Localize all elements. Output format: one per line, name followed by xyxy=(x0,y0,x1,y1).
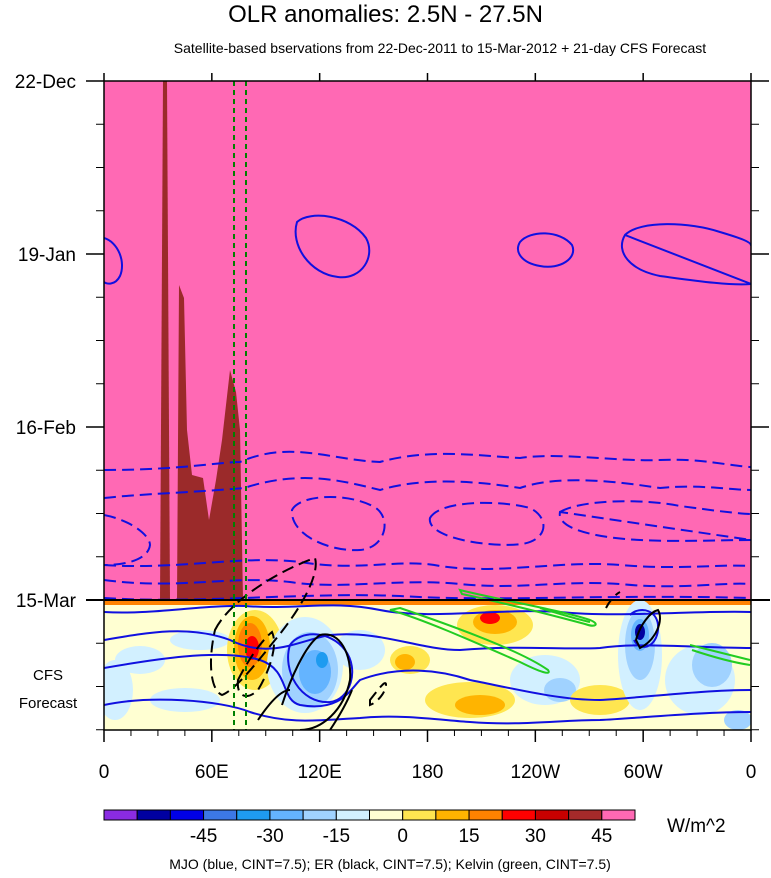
x-tick-label: 60E xyxy=(195,762,229,783)
kelvin-contours xyxy=(389,588,751,674)
colorbar-swatch xyxy=(269,809,304,821)
colorbar-swatch xyxy=(501,809,536,821)
colorbar-swatch xyxy=(302,809,337,821)
x-tick-label: 0 xyxy=(99,762,110,783)
extreme-anomaly-region xyxy=(160,81,243,600)
colorbar-swatch xyxy=(534,809,570,821)
colorbar-swatch xyxy=(236,809,271,821)
colorbar-label: 30 xyxy=(525,826,546,847)
y-axis: 22-Dec 19-Jan 16-Feb 15-Mar xyxy=(15,72,769,731)
colorbar: -45 -30 -15 0 15 30 45 xyxy=(103,809,636,847)
colorbar-swatch xyxy=(568,809,603,821)
colorbar-label: 15 xyxy=(458,826,479,847)
x-tick-label: 180 xyxy=(412,762,444,783)
colorbar-swatch xyxy=(601,809,636,821)
x-tick-label: 120E xyxy=(297,762,341,783)
forecast-label-line2: Forecast xyxy=(19,695,78,712)
x-tick-label: 120W xyxy=(511,762,561,783)
mjo-contours xyxy=(104,214,751,725)
x-axis: 0 60E 120E 180 120W 60W 0 xyxy=(99,73,757,783)
colorbar-swatch xyxy=(369,809,404,821)
y-tick-label: 19-Jan xyxy=(18,245,76,266)
chart-subtitle: Satellite-based bservations from 22-Dec-… xyxy=(173,40,707,56)
reference-lines xyxy=(233,81,247,730)
colorbar-swatch xyxy=(103,809,138,821)
y-tick-label: 22-Dec xyxy=(15,72,76,93)
colorbar-swatch xyxy=(468,809,503,821)
colorbar-swatch xyxy=(402,809,437,821)
x-tick-label: 60W xyxy=(624,762,663,783)
colorbar-label: -45 xyxy=(190,826,217,847)
colorbar-units: W/m^2 xyxy=(667,816,726,837)
y-tick-label: 15-Mar xyxy=(16,591,77,612)
colorbar-swatch xyxy=(169,809,205,821)
chart-title: OLR anomalies: 2.5N - 27.5N xyxy=(228,1,543,28)
x-tick-label: 0 xyxy=(746,762,757,783)
colorbar-label: -30 xyxy=(256,826,283,847)
colorbar-swatch xyxy=(136,809,171,821)
legend-caption: MJO (blue, CINT=7.5); ER (black, CINT=7.… xyxy=(169,856,611,872)
forecast-label-line1: CFS xyxy=(33,667,63,684)
colorbar-swatch xyxy=(203,809,238,821)
forecast-anomaly-field xyxy=(104,600,751,730)
y-tick-label: 16-Feb xyxy=(16,418,76,439)
colorbar-label: 0 xyxy=(397,826,408,847)
colorbar-label: 45 xyxy=(591,826,612,847)
colorbar-label: -15 xyxy=(323,826,350,847)
er-contours xyxy=(210,556,661,730)
colorbar-swatch xyxy=(435,809,470,821)
colorbar-swatch xyxy=(335,809,370,821)
